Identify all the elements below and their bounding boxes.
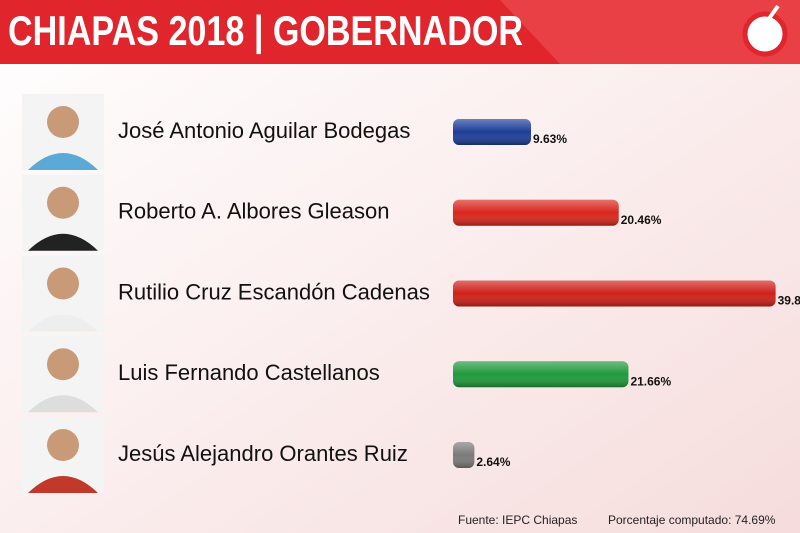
bar-shade bbox=[453, 199, 619, 226]
category-label: Rutilio Cruz Escandón Cadenas bbox=[118, 279, 430, 304]
chart-title: CHIAPAS 2018 | GOBERNADOR bbox=[8, 7, 523, 55]
category-label: José Antonio Aguilar Bodegas bbox=[118, 118, 410, 143]
bar-shade bbox=[453, 119, 532, 145]
candidate-photo bbox=[22, 174, 104, 251]
photo-body bbox=[28, 233, 98, 251]
value-label: 9.63% bbox=[533, 132, 567, 146]
source: Fuente: IEPC Chiapas bbox=[458, 513, 577, 527]
photo-body bbox=[28, 476, 98, 493]
photo-body bbox=[28, 314, 98, 332]
candidate-photo bbox=[22, 417, 104, 493]
note: Porcentaje computado: 74.69% bbox=[608, 513, 776, 527]
bar-shade bbox=[453, 280, 776, 307]
photo-head bbox=[47, 267, 79, 300]
bar-shade bbox=[453, 361, 629, 388]
photo-head bbox=[47, 429, 79, 461]
value-label: 20.46% bbox=[621, 213, 662, 227]
candidate-photo bbox=[22, 336, 104, 413]
candidate-photo bbox=[22, 94, 104, 170]
photo-body bbox=[28, 153, 98, 170]
value-label: 39.83% bbox=[778, 294, 800, 308]
photo-head bbox=[47, 348, 79, 381]
category-label: Luis Fernando Castellanos bbox=[118, 360, 380, 385]
category-label: Roberto A. Albores Gleason bbox=[118, 199, 390, 224]
photo-head bbox=[47, 186, 79, 219]
value-label: 2.64% bbox=[476, 455, 510, 469]
candidate-photo bbox=[22, 255, 104, 332]
value-label: 21.66% bbox=[630, 374, 671, 388]
photo-head bbox=[47, 106, 79, 138]
logo bbox=[742, 4, 788, 57]
bar-shade bbox=[453, 442, 475, 468]
photo-body bbox=[28, 395, 98, 413]
banner-accent bbox=[500, 0, 800, 64]
category-label: Jesús Alejandro Orantes Ruiz bbox=[118, 441, 408, 466]
